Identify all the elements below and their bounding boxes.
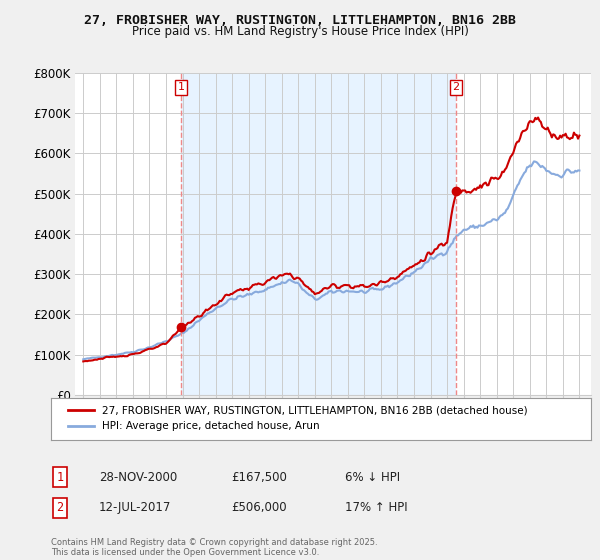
Text: 1: 1 (178, 82, 185, 92)
Text: £506,000: £506,000 (231, 501, 287, 515)
Text: Contains HM Land Registry data © Crown copyright and database right 2025.
This d: Contains HM Land Registry data © Crown c… (51, 538, 377, 557)
Legend: 27, FROBISHER WAY, RUSTINGTON, LITTLEHAMPTON, BN16 2BB (detached house), HPI: Av: 27, FROBISHER WAY, RUSTINGTON, LITTLEHAM… (62, 400, 534, 437)
Text: Price paid vs. HM Land Registry's House Price Index (HPI): Price paid vs. HM Land Registry's House … (131, 25, 469, 38)
Text: 17% ↑ HPI: 17% ↑ HPI (345, 501, 407, 515)
Text: 2: 2 (56, 501, 64, 515)
Text: £167,500: £167,500 (231, 470, 287, 484)
Bar (181, 73, 456, 395)
Text: 1: 1 (56, 470, 64, 484)
Text: 27, FROBISHER WAY, RUSTINGTON, LITTLEHAMPTON, BN16 2BB: 27, FROBISHER WAY, RUSTINGTON, LITTLEHAM… (84, 14, 516, 27)
Text: 6% ↓ HPI: 6% ↓ HPI (345, 470, 400, 484)
Text: 28-NOV-2000: 28-NOV-2000 (99, 470, 177, 484)
Text: 12-JUL-2017: 12-JUL-2017 (99, 501, 172, 515)
Text: 2: 2 (452, 82, 460, 92)
